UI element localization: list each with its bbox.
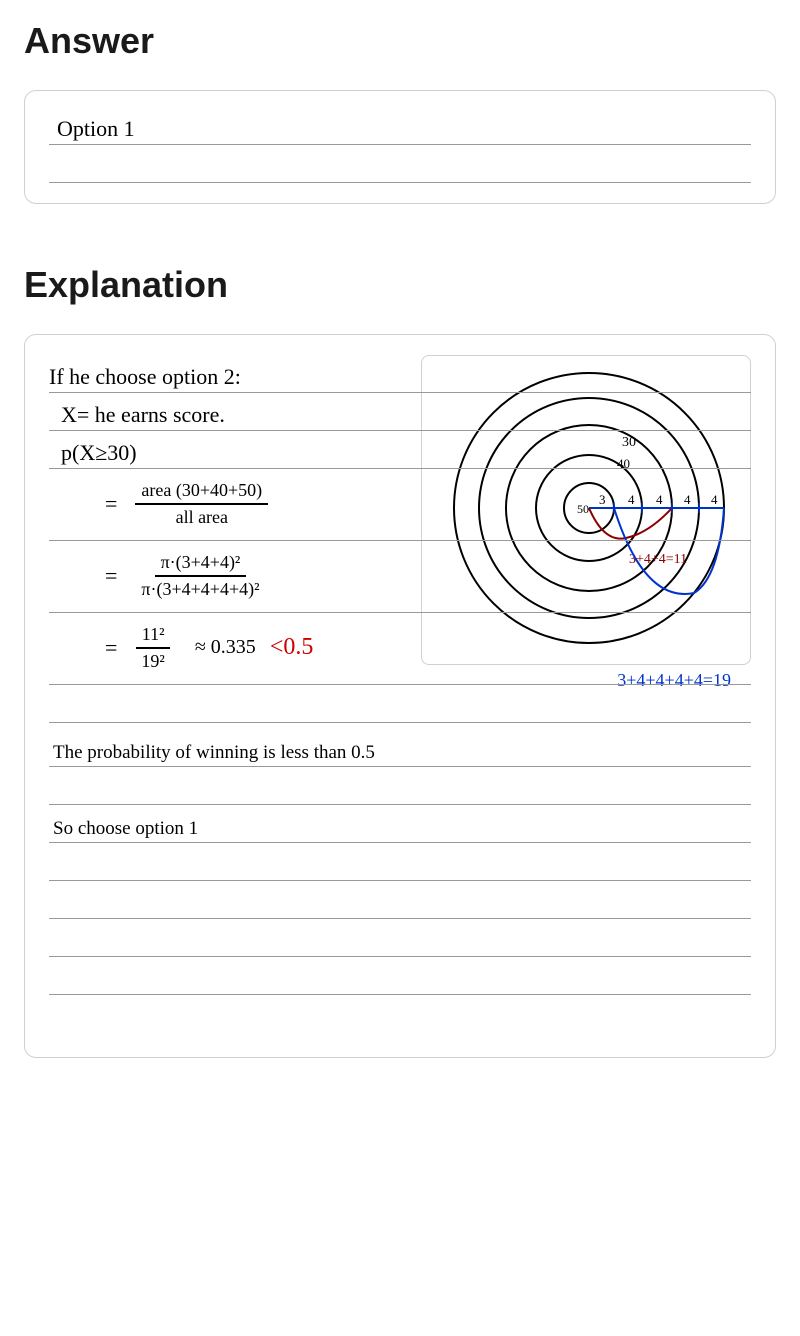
answer-heading: Answer [24,20,776,62]
conclusion-2: So choose option 1 [49,818,198,840]
explanation-card: 3 4 4 4 4 30 40 50 3+4+4=11 [24,334,776,1058]
answer-card: Option 1 [24,90,776,204]
equals-3: = [105,635,117,661]
fraction-3: 11² 19² [135,624,170,672]
exp-line-3: p(X≥30) [49,440,137,466]
answer-text: Option 1 [49,116,135,142]
exp-line-2: X= he earns score. [49,402,225,428]
exp-line-1: If he choose option 2: [49,364,241,390]
fraction-2: π·(3+4+4)² π·(3+4+4+4+4)² [135,552,265,600]
equals-2: = [105,563,117,589]
approx-result: ≈ 0.335 [195,636,256,659]
fraction-1: area (30+40+50) all area [135,480,268,528]
comparison: <0.5 [270,634,314,661]
explanation-heading: Explanation [24,264,776,306]
equals-1: = [105,491,117,517]
conclusion-1: The probability of winning is less than … [49,742,375,764]
